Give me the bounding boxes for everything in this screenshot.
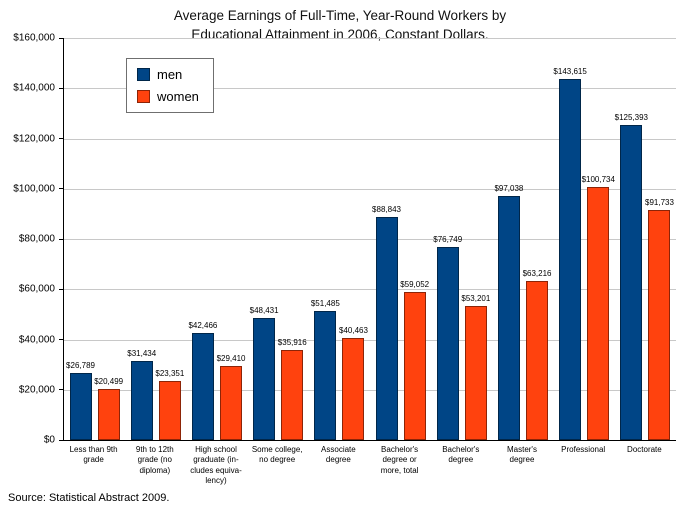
bar-women-5 (403, 291, 426, 440)
bar-group-1: $31,434 $23,351 (125, 38, 186, 440)
value-label-women-6: $53,201 (461, 294, 491, 304)
x-tick-label-3: Some college, no degree (251, 445, 303, 465)
gridline (64, 389, 676, 391)
y-tick-mark (59, 439, 64, 441)
value-label-men-4: $51,485 (310, 298, 340, 308)
x-tick-label-4: Associate degree (321, 445, 356, 465)
y-tick-label: $0 (43, 434, 55, 446)
value-label-men-7: $97,038 (494, 184, 524, 194)
bar-women-1 (158, 381, 181, 440)
bar-men-1 (130, 361, 153, 440)
y-axis: $0 $20,000 $40,000 $60,000 $80,000 $100,000 $1… (0, 33, 61, 446)
gridline (64, 188, 676, 190)
bar-men-8 (559, 79, 582, 440)
y-tick-mark (59, 87, 64, 89)
y-tick-label: $80,000 (18, 233, 55, 245)
y-tick-label: $40,000 (18, 334, 55, 345)
gridline (64, 138, 676, 140)
y-tick-mark (59, 37, 64, 39)
y-tick-mark (59, 138, 64, 139)
y-tick-label: $160,000 (13, 32, 55, 44)
bar-group-9: $125,393 $91,733 (615, 38, 676, 440)
gridline (64, 88, 676, 90)
value-label-men-0: $26,789 (66, 360, 95, 370)
legend-label-women: women (157, 89, 199, 104)
value-label-men-8: $143,615 (553, 67, 587, 77)
y-tick-mark (59, 238, 64, 240)
bar-men-9 (620, 124, 643, 440)
bar-women-0 (97, 388, 120, 440)
bar-women-3 (281, 349, 304, 440)
value-label-women-5: $59,052 (400, 279, 430, 289)
bar-group-4: $51,485 $40,463 (309, 38, 370, 440)
x-tick-label-1: 9th to 12th grade (no diploma) (135, 445, 174, 475)
y-tick-mark (59, 389, 64, 391)
value-label-men-1: $31,434 (127, 349, 157, 359)
value-label-men-9: $125,393 (614, 112, 648, 122)
value-label-women-3: $35,916 (277, 337, 307, 347)
bar-men-2 (191, 333, 214, 440)
legend-item-men: men (137, 67, 199, 82)
gridline (64, 38, 676, 39)
legend-item-women: women (137, 89, 199, 104)
bar-women-9 (648, 209, 671, 440)
gridline (64, 239, 676, 240)
x-tick-label-8: Professional (561, 445, 606, 454)
y-tick-label: $60,000 (18, 283, 55, 295)
bar-men-6 (436, 247, 459, 440)
legend-swatch-men (137, 68, 150, 81)
x-tick-label-9: Doctorate (627, 445, 662, 454)
bar-group-6: $76,749 $53,201 (431, 38, 492, 440)
x-axis-labels: Less than 9th grade 9th to 12th grade (no… (63, 445, 675, 497)
bar-men-5 (375, 216, 398, 440)
y-tick-mark (59, 188, 64, 190)
y-tick-label: $140,000 (13, 82, 55, 94)
x-tick-label-5: Bachelor's degree or more, total (380, 445, 419, 475)
legend-swatch-women (137, 90, 150, 103)
source-note: Source: Statistical Abstract 2009. (8, 492, 170, 504)
bar-group-8: $143,615 $100,734 (553, 38, 615, 440)
value-label-men-6: $76,749 (433, 235, 463, 245)
gridline (64, 339, 676, 341)
y-tick-label: $20,000 (18, 384, 55, 396)
value-label-women-2: $29,410 (216, 354, 246, 364)
value-label-women-1: $23,351 (155, 369, 185, 379)
x-tick-label-6: Bachelor's degree (442, 445, 480, 465)
value-label-women-9: $91,733 (644, 197, 674, 207)
bar-group-3: $48,431 $35,916 (248, 38, 309, 440)
legend-label-men: men (157, 67, 183, 82)
chart-title-line1: Average Earnings of Full-Time, Year-Roun… (173, 8, 507, 23)
x-tick-label-0: Less than 9th grade (69, 445, 118, 465)
y-tick-label: $100,000 (13, 183, 55, 195)
bar-women-8 (587, 186, 610, 440)
bar-group-7: $97,038 $63,216 (492, 38, 553, 440)
plot-area: men women $26,789 $20,499 $31,434 $23,351 $4… (59, 37, 676, 441)
y-tick-mark (59, 339, 64, 340)
bar-group-0: $26,789 $20,499 (64, 38, 125, 440)
value-label-men-5: $88,843 (372, 204, 401, 214)
value-label-women-7: $63,216 (522, 269, 552, 279)
bar-men-3 (253, 318, 276, 440)
value-label-men-3: $48,431 (249, 306, 279, 316)
bar-men-4 (314, 310, 337, 440)
legend: men women (126, 58, 214, 113)
bar-men-0 (69, 372, 92, 440)
value-label-men-2: $42,466 (188, 321, 218, 331)
x-tick-label-7: Master's degree (506, 445, 537, 465)
value-label-women-4: $40,463 (338, 326, 368, 336)
x-tick-label-2: High school graduate (in- cludes equiva-… (190, 445, 242, 486)
value-label-women-8: $100,734 (581, 174, 615, 184)
bar-women-6 (464, 306, 487, 440)
bar-men-7 (497, 196, 520, 440)
gridline (64, 289, 676, 291)
bar-group-5: $88,843 $59,052 (370, 38, 431, 440)
bar-group-2: $42,466 $29,410 (186, 38, 247, 440)
bar-women-2 (220, 366, 243, 440)
value-label-women-0: $20,499 (94, 376, 124, 386)
bar-women-7 (526, 281, 549, 440)
bar-women-4 (342, 338, 365, 440)
y-tick-label: $120,000 (13, 133, 55, 144)
y-tick-mark (59, 288, 64, 290)
